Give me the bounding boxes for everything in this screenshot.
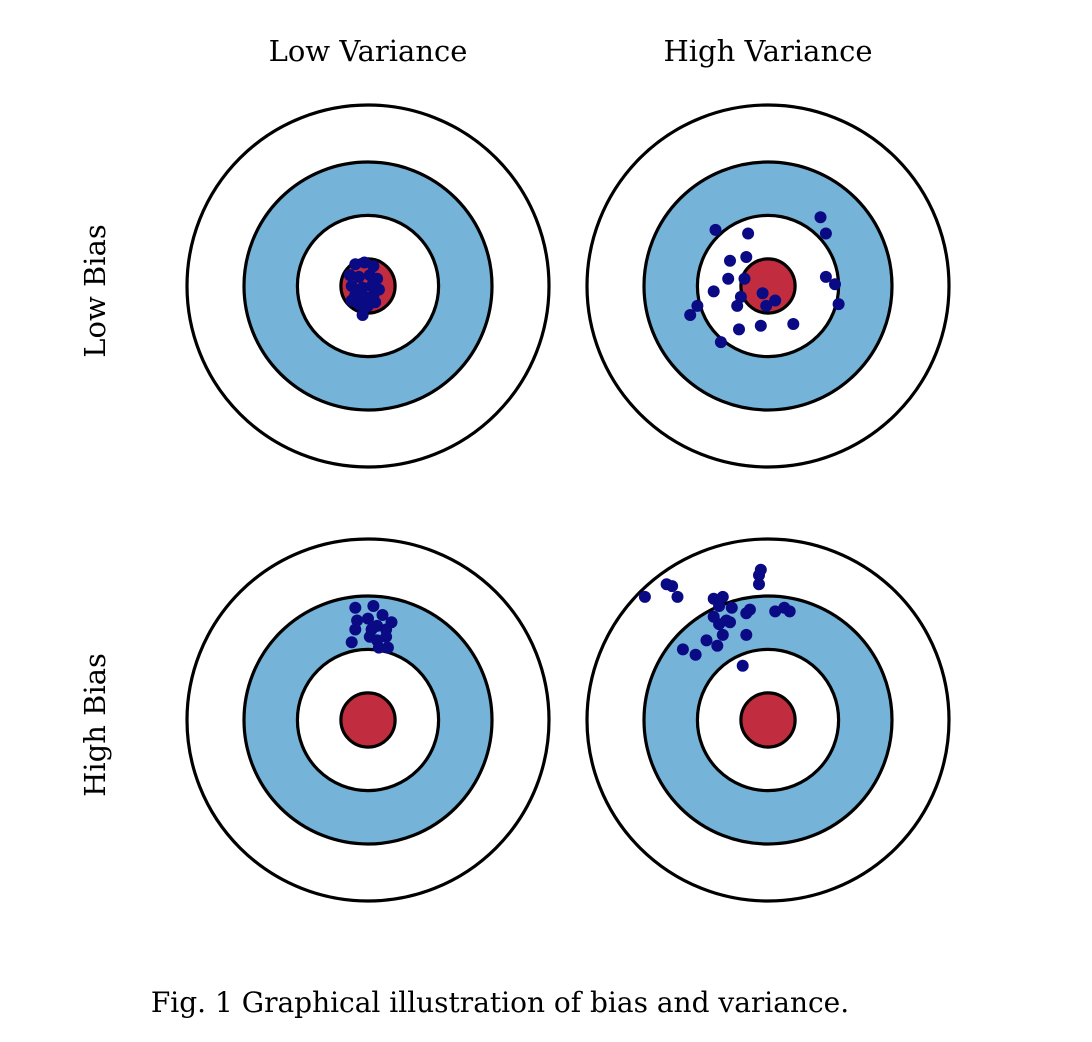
shot-dot [769, 294, 782, 307]
row-label-high-bias: High Bias [78, 653, 112, 797]
shot-dot [832, 298, 845, 311]
shot-dot [731, 299, 744, 312]
shot-dot [707, 285, 720, 298]
shot-dot [381, 641, 394, 654]
shot-dot [740, 251, 753, 263]
targets-layer [185, 103, 951, 903]
shot-dot [769, 605, 782, 618]
shot-dot [743, 603, 756, 616]
shot-dot [369, 296, 382, 309]
shot-dot [783, 605, 796, 618]
shot-dot [756, 287, 769, 300]
figure-caption: Fig. 1 Graphical illustration of bias an… [150, 986, 850, 1019]
shot-dot [711, 639, 724, 652]
shot-dot [666, 580, 679, 593]
shot-dot [753, 578, 765, 591]
shot-dot [691, 299, 704, 312]
shot-dot [819, 227, 832, 240]
shot-dot [814, 211, 827, 224]
shot-dot [356, 281, 369, 294]
shot-dot [829, 278, 841, 291]
shot-dot [700, 634, 713, 647]
shot-dot [689, 648, 702, 661]
shot-dot [349, 601, 362, 614]
shot-dot [638, 590, 651, 603]
shot-dot [738, 272, 751, 285]
shot-dot [371, 634, 384, 647]
shot-dot [676, 643, 689, 656]
shot-dot [787, 318, 800, 330]
shot-dot [349, 623, 362, 636]
shot-dot [724, 616, 736, 629]
bullseye [739, 257, 797, 315]
shot-dot [367, 600, 380, 612]
shot-dot [367, 260, 380, 273]
shot-dot [716, 628, 729, 641]
shot-dot [352, 270, 365, 283]
shot-dot [684, 309, 697, 321]
shot-dot [358, 256, 371, 269]
shot-dot [349, 258, 362, 271]
shot-dot [733, 323, 745, 336]
row-label-low-bias: Low Bias [78, 224, 112, 358]
bullseye [339, 691, 397, 749]
shot-dot [734, 290, 747, 303]
shot-dot [345, 636, 358, 649]
shot-dot [725, 601, 738, 614]
target-low-bias-low-variance [185, 103, 551, 469]
shot-dot [819, 270, 832, 283]
shot-dot [760, 299, 773, 312]
shot-dot [362, 612, 374, 625]
shot-dot [742, 227, 755, 240]
shot-dot [671, 590, 684, 603]
shot-dot [753, 569, 765, 582]
shot-dot [385, 616, 398, 629]
shot-dot [345, 280, 358, 292]
target-low-bias-high-variance [585, 103, 951, 469]
column-label-low-variance: Low Variance [269, 34, 468, 68]
bullseye [739, 691, 797, 749]
shot-dot [343, 269, 356, 282]
shot-dot [376, 609, 389, 621]
shot-dot [714, 336, 727, 349]
shot-dot [356, 309, 369, 321]
shot-dot [713, 618, 726, 631]
shot-dot [716, 590, 729, 603]
shot-dot [754, 319, 767, 332]
shot-dot [380, 630, 393, 643]
shot-dot [740, 628, 753, 641]
column-label-high-variance: High Variance [663, 34, 872, 68]
shot-dot [736, 659, 749, 672]
shot-dot [722, 272, 735, 285]
shot-dot [709, 223, 722, 236]
shot-dot [351, 614, 364, 627]
shot-dot [345, 294, 358, 307]
target-high-bias-high-variance [585, 537, 951, 903]
shot-dot [724, 254, 736, 267]
target-high-bias-low-variance [185, 537, 551, 903]
shot-dot [713, 600, 726, 612]
